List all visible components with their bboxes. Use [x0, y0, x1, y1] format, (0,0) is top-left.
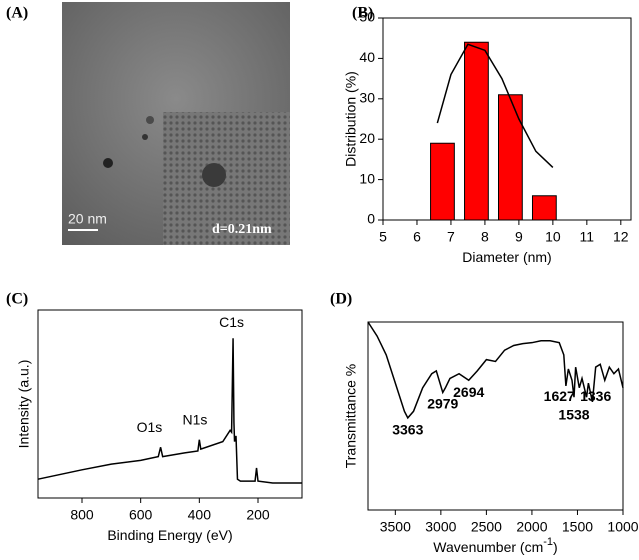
x-tick-label: 5: [379, 229, 387, 245]
x-tick-label: 800: [70, 507, 94, 523]
spectrum: [37, 338, 302, 484]
bar: [464, 41, 489, 221]
y-tick-label: 40: [359, 49, 375, 65]
x-tick-label: 12: [613, 229, 629, 245]
x-tick-label: 2500: [471, 519, 502, 535]
panel-label: (C): [6, 291, 28, 308]
x-tick-label: 3000: [425, 519, 456, 535]
y-tick-label: 10: [359, 170, 375, 186]
annotation: 3363: [392, 422, 423, 438]
panel-label: (A): [6, 5, 28, 22]
bar: [430, 142, 455, 221]
inset-image: [163, 112, 290, 245]
bar: [498, 94, 523, 221]
panel-label: (B): [352, 5, 373, 22]
particle: [103, 158, 113, 168]
particle: [202, 163, 226, 187]
axes-frame: [37, 309, 303, 499]
x-tick-label: 3500: [380, 519, 411, 535]
panel-label: (D): [330, 291, 352, 308]
x-tick-label: 1500: [562, 519, 593, 535]
x-tick-label: 200: [246, 507, 270, 523]
annotation: 2694: [453, 384, 484, 400]
x-axis-label-end: ): [553, 539, 558, 555]
particle: [146, 116, 154, 124]
y-axis-label: Distribution (%): [343, 71, 359, 167]
x-tick-label: 10: [545, 229, 561, 245]
axes-frame: [367, 321, 624, 511]
x-axis-label-text: Wavenumber (cm: [433, 539, 543, 555]
x-axis-label-text: Binding Energy (eV): [107, 527, 232, 543]
particle: [142, 134, 148, 140]
annotation: 1336: [580, 388, 611, 404]
inset-text: d=0.21nm: [212, 222, 272, 237]
annotation: O1s: [137, 419, 163, 435]
scale-label: 20 nm: [68, 211, 107, 227]
y-axis-label: Intensity (a.u.): [16, 360, 32, 449]
bar: [531, 195, 557, 221]
x-axis-label: Diameter (nm): [462, 249, 551, 265]
fit-curve: [436, 43, 554, 169]
annotation: 1627: [544, 388, 575, 404]
x-tick-label: 8: [481, 229, 489, 245]
y-tick-label: 20: [359, 130, 375, 146]
y-tick-label: 30: [359, 90, 375, 106]
x-axis-label: Wavenumber (cm-1): [433, 536, 557, 555]
spectrum: [367, 321, 624, 420]
x-tick-label: 7: [447, 229, 455, 245]
annotation: C1s: [219, 314, 244, 330]
x-tick-label: 9: [515, 229, 523, 245]
x-tick-label: 1000: [607, 519, 638, 535]
x-tick-label: 400: [188, 507, 212, 523]
y-axis-label: Transmittance %: [343, 364, 359, 469]
annotation: 1538: [558, 407, 589, 423]
x-axis-label-text: Diameter (nm): [462, 249, 551, 265]
y-tick-label: 0: [367, 211, 375, 227]
x-tick-label: 2000: [516, 519, 547, 535]
x-tick-label: 600: [129, 507, 153, 523]
annotation: N1s: [182, 412, 207, 428]
x-tick-label: 11: [580, 229, 595, 245]
y-tick-label: 50: [359, 9, 375, 25]
x-tick-label: 6: [413, 229, 421, 245]
x-axis-label-sup: -1: [543, 536, 553, 548]
x-axis-label: Binding Energy (eV): [107, 527, 232, 543]
annotation: 2979: [427, 395, 458, 411]
